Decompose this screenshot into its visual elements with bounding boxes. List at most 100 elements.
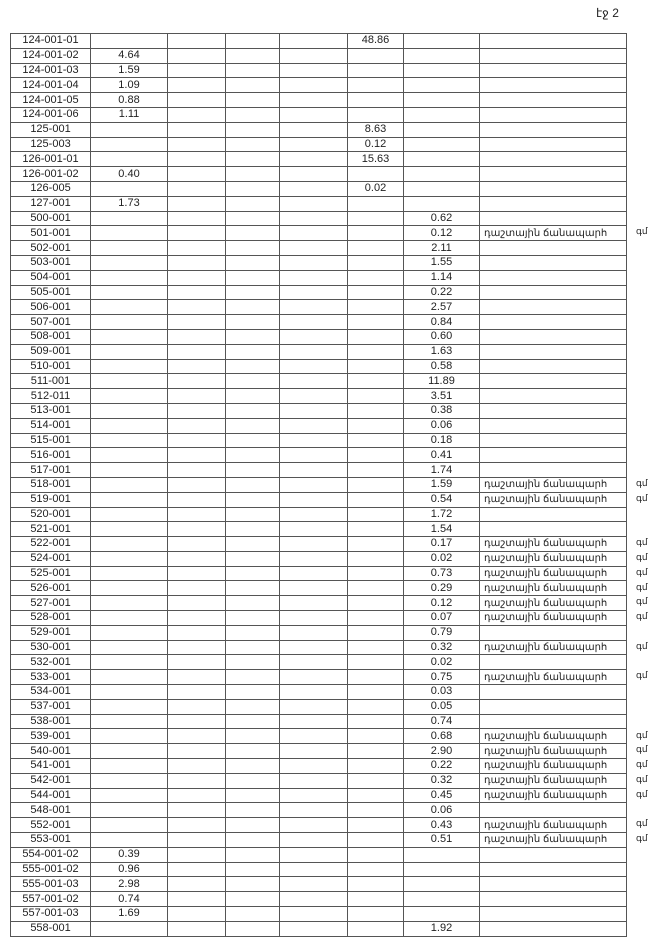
table-row: 534-001 0.03 (10, 684, 627, 700)
empty-cell (279, 328, 348, 345)
area-value: 1.59 (403, 476, 480, 493)
empty-cell (167, 595, 226, 612)
empty-cell (279, 595, 348, 612)
land-use-text (479, 462, 627, 478)
area-value (347, 639, 404, 656)
empty-cell (225, 388, 280, 404)
area-value: 0.73 (403, 565, 480, 582)
area-value (90, 447, 168, 464)
empty-cell (167, 373, 226, 390)
empty-cell (225, 861, 280, 878)
area-value (90, 254, 168, 271)
area-value (90, 343, 168, 360)
land-use-text (479, 654, 627, 671)
area-value (90, 299, 168, 316)
empty-cell (225, 358, 280, 375)
empty-cell (225, 550, 280, 567)
parcel-code: 528-001 (10, 610, 91, 626)
area-value (347, 580, 404, 597)
area-value (347, 77, 404, 94)
table-row: 553-001 0.51 դաշտային ճանապարհ (10, 832, 627, 848)
empty-cell (167, 417, 226, 434)
land-use-text (479, 299, 627, 316)
parcel-code: 512-011 (10, 388, 91, 404)
area-value (347, 565, 404, 582)
empty-cell (279, 891, 348, 908)
table-row: 125-003 0.12 (10, 136, 627, 153)
empty-cell (225, 728, 280, 745)
area-value (90, 417, 168, 434)
area-value: 1.14 (403, 269, 480, 286)
empty-cell (225, 402, 280, 419)
empty-cell (167, 254, 226, 271)
empty-cell (279, 269, 348, 286)
table-row: 552-001 0.43 դաշտային ճանապարհ (10, 817, 627, 834)
empty-cell (167, 758, 226, 774)
area-value: 0.12 (403, 595, 480, 612)
land-use-text (479, 314, 627, 330)
empty-cell (225, 920, 280, 937)
empty-cell (279, 861, 348, 878)
parcel-code: 124-001-02 (10, 47, 91, 64)
empty-cell (225, 210, 280, 227)
area-value (347, 669, 404, 686)
area-value (347, 802, 404, 819)
land-use-text (479, 33, 627, 49)
empty-cell (279, 210, 348, 227)
land-use-text (479, 698, 627, 715)
area-value (347, 314, 404, 330)
empty-cell (167, 639, 226, 656)
land-use-text (479, 876, 627, 893)
area-value (347, 891, 404, 908)
land-use-text (479, 388, 627, 404)
area-value (403, 92, 480, 108)
area-value (90, 832, 168, 848)
area-value: 1.72 (403, 506, 480, 523)
empty-cell (225, 136, 280, 153)
empty-cell (167, 772, 226, 789)
land-use-text (479, 624, 627, 641)
parcel-code: 518-001 (10, 476, 91, 493)
parcel-code: 527-001 (10, 595, 91, 612)
land-use-text: դաշտային ճանապարհ (479, 669, 627, 686)
table-row: 519-001 0.54 դաշտային ճանապարհ (10, 491, 627, 508)
area-value (347, 447, 404, 464)
area-value: 15.63 (347, 151, 404, 168)
empty-cell (279, 373, 348, 390)
land-use-text: դաշտային ճանապարհ (479, 639, 627, 656)
empty-cell (279, 654, 348, 671)
area-value (347, 684, 404, 700)
area-value (347, 595, 404, 612)
area-value: 0.60 (403, 328, 480, 345)
empty-cell (167, 284, 226, 301)
area-value: 4.64 (90, 47, 168, 64)
area-value: 1.73 (90, 195, 168, 212)
area-value: 0.75 (403, 669, 480, 686)
empty-cell (225, 758, 280, 774)
empty-cell (167, 728, 226, 745)
parcel-code: 124-001-06 (10, 106, 91, 123)
area-value: 1.09 (90, 77, 168, 94)
table-row: 124-001-01 48.86 (10, 33, 627, 49)
area-value (90, 314, 168, 330)
land-use-text (479, 210, 627, 227)
area-value (90, 225, 168, 242)
table-row: 124-001-03 1.59 (10, 62, 627, 79)
empty-cell (279, 62, 348, 79)
area-value: 0.02 (403, 654, 480, 671)
area-value: 11.89 (403, 373, 480, 390)
parcel-code: 126-001-01 (10, 151, 91, 168)
empty-cell (279, 832, 348, 848)
area-value: 0.43 (403, 817, 480, 834)
area-value (347, 225, 404, 242)
area-value: 0.79 (403, 624, 480, 641)
area-value (403, 195, 480, 212)
empty-cell (167, 92, 226, 108)
empty-cell (225, 832, 280, 848)
parcel-code: 526-001 (10, 580, 91, 597)
area-value (347, 610, 404, 626)
area-value (403, 151, 480, 168)
empty-cell (279, 846, 348, 863)
empty-cell (167, 891, 226, 908)
empty-cell (225, 624, 280, 641)
